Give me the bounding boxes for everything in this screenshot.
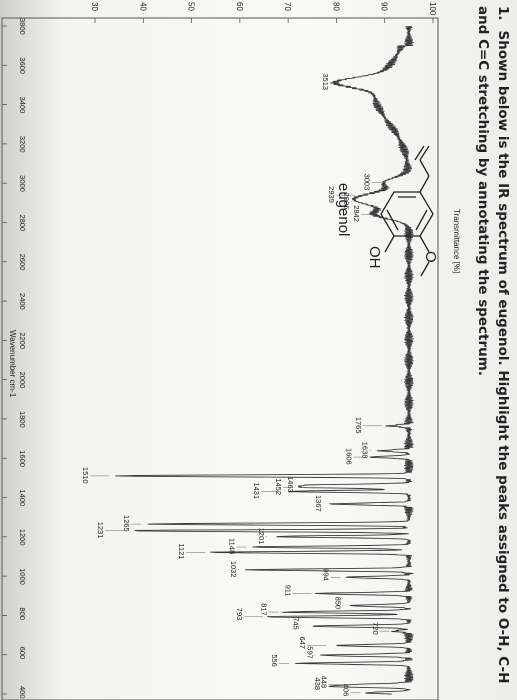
x-tick-label: 1000 bbox=[18, 568, 27, 585]
peak-label: 2842 bbox=[352, 205, 361, 222]
peak-label: 2939 bbox=[327, 186, 336, 203]
peak-label: 1032 bbox=[229, 561, 238, 578]
ring-double-bond-2 bbox=[415, 209, 428, 231]
x-tick-label: 3000 bbox=[18, 175, 27, 192]
y-tick-label: 40 bbox=[138, 2, 147, 11]
peak-label: 438 bbox=[313, 678, 322, 691]
peak-label: 647 bbox=[298, 636, 307, 649]
x-tick-label: 400 bbox=[18, 686, 27, 699]
peak-label: 406 bbox=[341, 684, 350, 697]
peak-label: 1606 bbox=[345, 448, 354, 465]
x-tick-label: 3200 bbox=[18, 136, 27, 153]
x-tick-label: 1800 bbox=[18, 411, 27, 428]
peak-label: 597 bbox=[305, 646, 314, 659]
peak-label: 745 bbox=[292, 617, 301, 630]
oh-bond bbox=[384, 235, 395, 253]
peak-label: 448 bbox=[320, 676, 329, 689]
allyl-bond-1 bbox=[419, 175, 430, 193]
y-tick-label: 90 bbox=[380, 2, 389, 11]
ring-double-bond-1 bbox=[386, 209, 399, 231]
x-tick-label: 2800 bbox=[18, 214, 27, 231]
o-label: O bbox=[422, 251, 439, 263]
allyl-double-bond-2 bbox=[414, 145, 425, 161]
x-tick-label: 600 bbox=[18, 647, 27, 660]
eugenol-structure bbox=[380, 145, 434, 277]
x-tick-label: 3600 bbox=[18, 57, 27, 74]
x-tick-label: 1200 bbox=[18, 529, 27, 546]
x-tick-label: 2600 bbox=[18, 254, 27, 271]
y-tick-label: 30 bbox=[90, 2, 99, 11]
y-tick-label: 100 bbox=[428, 2, 437, 16]
y-tick-label: 70 bbox=[283, 2, 292, 11]
x-axis-ticks: 3800 3600 3400 3200 3000 2800 2600 2400 2200 2000… bbox=[2, 18, 27, 699]
peak-label: 1265 bbox=[122, 515, 131, 532]
x-tick-label: 2200 bbox=[18, 332, 27, 349]
peak-label: 1452 bbox=[274, 478, 283, 495]
peak-label: 1367 bbox=[314, 495, 323, 512]
peak-label: 1510 bbox=[81, 467, 90, 484]
transmittance-curve bbox=[115, 25, 414, 695]
x-tick-label: 3400 bbox=[18, 97, 27, 114]
peak-label: 850 bbox=[334, 597, 343, 610]
allyl-bond-2 bbox=[419, 159, 430, 177]
peak-label: 2906 bbox=[342, 193, 351, 210]
peak-label: 1231 bbox=[96, 522, 105, 539]
peak-label: 1121 bbox=[177, 543, 186, 559]
peak-label: 3003 bbox=[363, 174, 372, 191]
x-axis-title: Wavenumber cm-1 bbox=[8, 330, 17, 398]
oh-label: OH bbox=[366, 246, 383, 269]
x-tick-label: 800 bbox=[18, 607, 27, 620]
peak-label: 720 bbox=[371, 622, 380, 635]
x-tick-label: 1400 bbox=[18, 490, 27, 507]
peak-label: 1201 bbox=[257, 528, 266, 545]
methoxy-methyl-bond bbox=[420, 261, 430, 277]
y-axis-ticks: 30 40 50 60 70 80 90 100 bbox=[90, 2, 437, 23]
peak-label: 1431 bbox=[252, 482, 261, 499]
peak-label: 793 bbox=[235, 608, 244, 621]
peak-label: 1765 bbox=[354, 417, 363, 434]
x-tick-label: 2400 bbox=[18, 293, 27, 310]
chart-frame bbox=[1, 17, 439, 700]
x-tick-label: 2000 bbox=[18, 372, 27, 389]
y-tick-label: 50 bbox=[187, 2, 196, 11]
x-tick-label: 1600 bbox=[18, 450, 27, 467]
methoxy-bond bbox=[419, 235, 430, 253]
molecule-name: eugenol bbox=[335, 183, 352, 236]
peak-label: 1638 bbox=[361, 442, 370, 459]
peak-label: 911 bbox=[284, 585, 293, 597]
peak-label: 3513 bbox=[321, 73, 330, 90]
allyl-double-bond bbox=[419, 145, 430, 161]
peak-label: 556 bbox=[270, 654, 279, 667]
peak-label: 1463 bbox=[286, 476, 295, 493]
peak-label: 994 bbox=[322, 568, 331, 581]
y-tick-label: 80 bbox=[331, 2, 340, 11]
y-tick-label: 60 bbox=[235, 2, 244, 11]
y-axis-title: Transmittance [%] bbox=[452, 209, 461, 273]
peak-label: 1148 bbox=[228, 538, 237, 554]
x-tick-label: 3800 bbox=[18, 18, 27, 35]
peak-label: 817 bbox=[260, 603, 269, 616]
